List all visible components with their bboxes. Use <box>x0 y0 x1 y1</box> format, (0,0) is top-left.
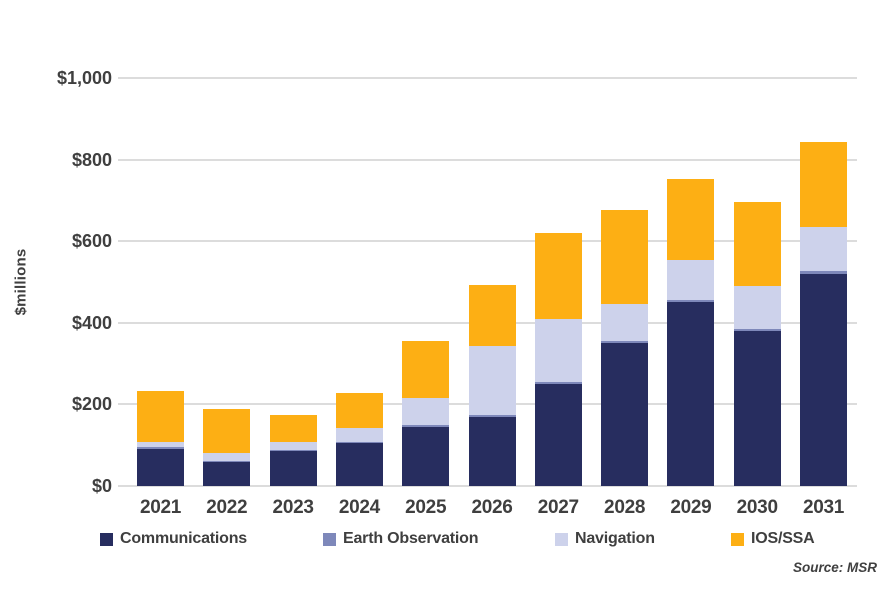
legend-swatch-navigation <box>555 532 568 546</box>
bar-segment-ios-ssa-2028 <box>601 209 649 304</box>
legend-item-navigation: Navigation <box>555 530 655 547</box>
x-axis-label-2027: 2027 <box>537 497 579 518</box>
y-axis-tick-mark <box>118 77 125 79</box>
bar-segment-navigation-2023 <box>269 441 317 450</box>
legend-label: Communications <box>120 530 247 547</box>
bar-segment-earth-observation-2027 <box>534 381 582 384</box>
bar-segment-ios-ssa-2025 <box>402 341 450 399</box>
x-axis-label-2022: 2022 <box>206 497 248 518</box>
x-axis-label-2026: 2026 <box>471 497 513 518</box>
x-axis-label-2030: 2030 <box>736 497 778 518</box>
y-axis-tick-mark <box>118 158 125 161</box>
bar-segment-communications-2028 <box>601 343 649 486</box>
y-axis-tick-label: $0 <box>91 476 112 496</box>
legend-swatch-communications <box>100 532 113 546</box>
bar-segment-ios-ssa-2029 <box>667 179 715 260</box>
bar-segment-ios-ssa-2030 <box>733 202 781 287</box>
bar-segment-earth-observation-2023 <box>269 449 317 452</box>
y-axis-tick-label: $1,000 <box>56 68 112 88</box>
bar-segment-ios-ssa-2024 <box>335 392 383 429</box>
bar-segment-communications-2021 <box>137 449 184 486</box>
bar-segment-ios-ssa-2021 <box>137 391 184 443</box>
x-axis-label-2031: 2031 <box>802 497 845 518</box>
y-axis-tick-label: $400 <box>71 312 112 333</box>
y-axis-title: $millions <box>12 248 30 316</box>
gridline-$1,000 <box>125 77 857 79</box>
x-axis-label-2023: 2023 <box>272 497 314 518</box>
bar-segment-communications-2030 <box>733 330 781 486</box>
bar-segment-ios-ssa-2031 <box>800 141 847 228</box>
y-axis-tick-label: $200 <box>71 394 112 415</box>
bar-segment-communications-2022 <box>203 462 251 486</box>
bar-segment-navigation-2031 <box>800 227 847 272</box>
legend-label: Earth Observation <box>343 530 479 547</box>
legend-swatch-ios-ssa <box>731 532 744 546</box>
y-axis-tick-mark <box>118 321 125 324</box>
bar-segment-navigation-2022 <box>203 452 251 461</box>
bar-segment-navigation-2021 <box>137 442 184 448</box>
legend-label: IOS/SSA <box>751 530 815 547</box>
bar-segment-navigation-2024 <box>335 428 383 442</box>
bar-segment-communications-2025 <box>402 426 450 486</box>
y-axis-tick-label: $600 <box>71 231 112 252</box>
bar-segment-ios-ssa-2022 <box>203 409 251 453</box>
bar-segment-earth-observation-2026 <box>468 415 516 418</box>
gridline-$600 <box>125 240 857 243</box>
legend-item-earth-observation: Earth Observation <box>323 530 479 547</box>
bar-segment-earth-observation-2031 <box>800 271 847 274</box>
bar-segment-ios-ssa-2026 <box>468 284 516 347</box>
legend-label: Navigation <box>575 530 655 547</box>
bar-segment-communications-2027 <box>534 384 582 486</box>
bar-segment-earth-observation-2028 <box>601 341 649 344</box>
bar-segment-navigation-2030 <box>733 286 781 329</box>
bar-segment-navigation-2025 <box>402 398 450 425</box>
y-axis-tick-mark <box>118 240 125 243</box>
y-axis-tick-label: $800 <box>71 149 112 170</box>
bar-segment-communications-2023 <box>269 451 317 486</box>
bar-segment-navigation-2029 <box>667 259 715 301</box>
x-axis-label-2021: 2021 <box>139 497 182 518</box>
legend-item-ios-ssa: IOS/SSA <box>731 530 815 547</box>
bar-segment-earth-observation-2024 <box>335 441 383 444</box>
x-axis-label-2025: 2025 <box>405 497 447 518</box>
bar-segment-earth-observation-2021 <box>137 447 184 450</box>
bar-segment-earth-observation-2029 <box>667 300 715 303</box>
bar-segment-communications-2024 <box>335 443 383 486</box>
bar-segment-navigation-2026 <box>468 346 516 416</box>
bar-segment-ios-ssa-2023 <box>269 414 317 442</box>
bar-segment-communications-2029 <box>667 302 715 486</box>
x-axis-label-2028: 2028 <box>604 497 646 518</box>
source-note: Source: MSR <box>792 560 877 575</box>
legend-swatch-earth-observation <box>323 532 336 546</box>
gridline-$0 <box>125 485 857 487</box>
bar-segment-navigation-2028 <box>601 303 649 342</box>
bar-segment-earth-observation-2022 <box>203 460 251 463</box>
bar-segment-communications-2026 <box>468 417 516 486</box>
plot-area <box>125 77 857 487</box>
x-axis-label-2029: 2029 <box>670 497 712 518</box>
bar-segment-ios-ssa-2027 <box>534 233 582 319</box>
bar-segment-communications-2031 <box>800 273 847 486</box>
y-axis-tick-mark <box>118 485 125 487</box>
bar-segment-navigation-2027 <box>534 318 582 382</box>
legend-item-communications: Communications <box>100 530 247 547</box>
gridline-$800 <box>125 158 857 161</box>
y-axis-tick-mark <box>118 403 125 406</box>
bar-segment-earth-observation-2030 <box>733 328 781 331</box>
bar-segment-earth-observation-2025 <box>402 424 450 427</box>
x-axis-label-2024: 2024 <box>338 497 380 518</box>
